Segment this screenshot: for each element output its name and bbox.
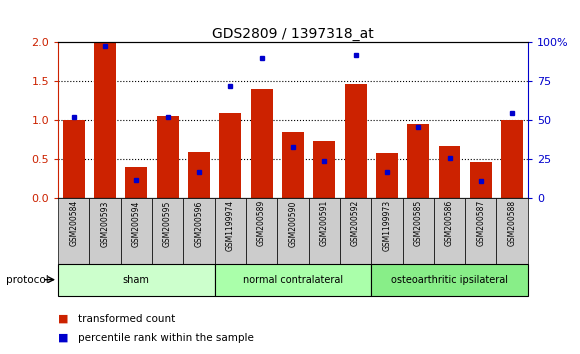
Text: GSM200593: GSM200593 xyxy=(100,200,110,247)
Text: GSM200584: GSM200584 xyxy=(69,200,78,246)
Bar xyxy=(219,113,241,198)
Text: GSM200594: GSM200594 xyxy=(132,200,141,247)
Text: GSM200591: GSM200591 xyxy=(320,200,329,246)
Text: GSM200596: GSM200596 xyxy=(194,200,204,247)
Text: ■: ■ xyxy=(58,333,68,343)
Bar xyxy=(282,132,304,198)
Bar xyxy=(313,141,335,198)
Bar xyxy=(371,198,403,264)
Bar xyxy=(251,89,273,198)
Bar xyxy=(407,124,429,198)
Text: GSM200592: GSM200592 xyxy=(351,200,360,246)
Bar xyxy=(470,162,492,198)
Bar xyxy=(152,198,183,264)
Bar xyxy=(371,264,528,296)
Text: GSM1199974: GSM1199974 xyxy=(226,200,235,251)
Text: GSM200585: GSM200585 xyxy=(414,200,423,246)
Bar xyxy=(157,116,179,198)
Bar xyxy=(121,198,152,264)
Text: GSM200595: GSM200595 xyxy=(163,200,172,247)
Bar xyxy=(125,167,147,198)
Bar xyxy=(246,198,277,264)
Text: GSM200590: GSM200590 xyxy=(288,200,298,247)
Text: GSM200588: GSM200588 xyxy=(508,200,517,246)
Bar xyxy=(438,146,461,198)
Text: GSM200586: GSM200586 xyxy=(445,200,454,246)
Bar xyxy=(215,198,246,264)
Bar xyxy=(188,152,210,198)
Text: protocol: protocol xyxy=(6,275,49,285)
Text: GSM1199973: GSM1199973 xyxy=(382,200,392,251)
Text: GSM200587: GSM200587 xyxy=(476,200,485,246)
Text: percentile rank within the sample: percentile rank within the sample xyxy=(78,333,254,343)
Bar xyxy=(183,198,215,264)
Bar xyxy=(496,198,528,264)
Text: sham: sham xyxy=(123,275,150,285)
Bar xyxy=(63,120,85,198)
Text: osteoarthritic ipsilateral: osteoarthritic ipsilateral xyxy=(391,275,508,285)
Bar xyxy=(94,42,116,198)
Title: GDS2809 / 1397318_at: GDS2809 / 1397318_at xyxy=(212,28,374,41)
Bar xyxy=(309,198,340,264)
Bar xyxy=(277,198,309,264)
Text: transformed count: transformed count xyxy=(78,314,176,324)
Text: normal contralateral: normal contralateral xyxy=(243,275,343,285)
Bar xyxy=(58,198,89,264)
Bar xyxy=(215,264,371,296)
Bar xyxy=(465,198,496,264)
Bar xyxy=(89,198,121,264)
Bar xyxy=(501,120,523,198)
Bar xyxy=(376,153,398,198)
Text: GSM200589: GSM200589 xyxy=(257,200,266,246)
Bar xyxy=(58,264,215,296)
Bar xyxy=(434,198,465,264)
Text: ■: ■ xyxy=(58,314,68,324)
Bar xyxy=(403,198,434,264)
Bar xyxy=(340,198,371,264)
Bar xyxy=(345,84,367,198)
